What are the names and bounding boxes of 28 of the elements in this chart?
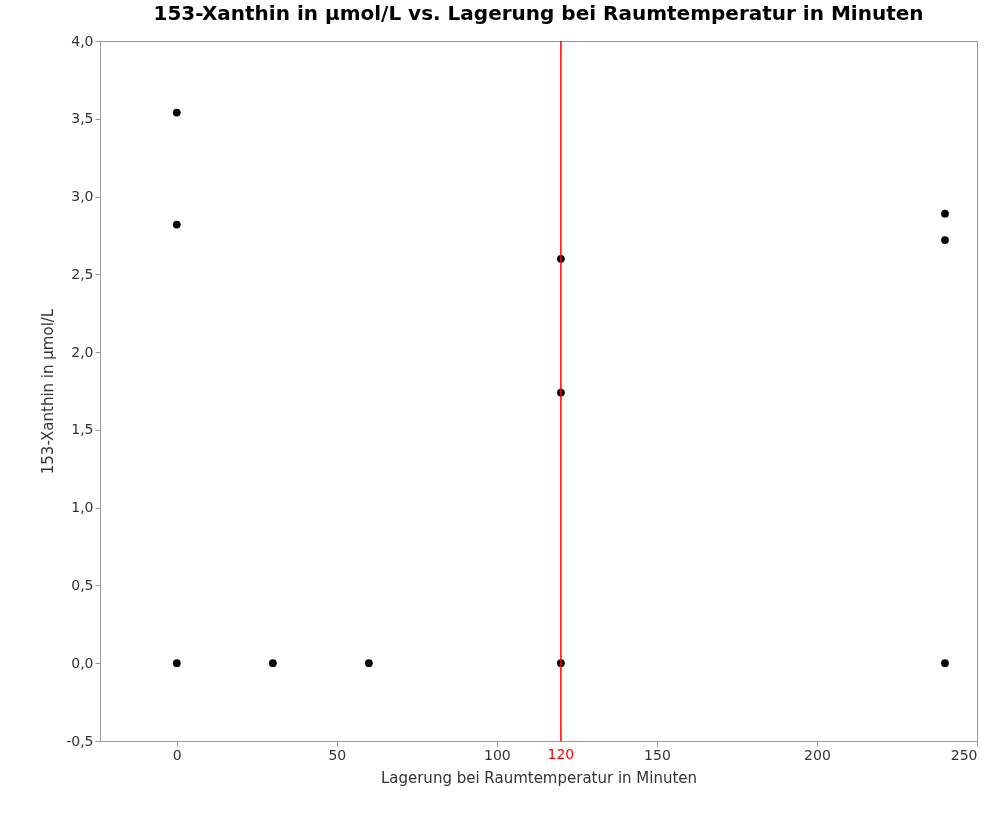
y-tick-label: 0,5 — [71, 576, 94, 593]
x-tick-label: 100 — [484, 746, 511, 763]
x-tick-label: 250 — [950, 746, 978, 763]
x-tick-label: 50 — [328, 746, 347, 763]
y-tick-label: 3,0 — [71, 188, 94, 205]
y-tick-label: 3,5 — [71, 110, 94, 127]
point — [941, 659, 949, 668]
x-tick-label: 150 — [644, 746, 671, 763]
point — [941, 236, 949, 244]
y-tick-label: 2,0 — [71, 343, 94, 360]
y-tick-label: 0,0 — [71, 654, 94, 671]
x-tick-label: 0 — [172, 746, 182, 763]
y-tick-label: 1,5 — [71, 421, 94, 438]
y-tick-label: 4,0 — [71, 32, 94, 49]
point — [172, 659, 181, 668]
point — [268, 659, 277, 668]
chart-title: 153-Xanthin in µmol/L vs. Lagerung bei Raumtemperatur in Minuten — [153, 1, 924, 25]
point — [364, 659, 373, 668]
point — [172, 108, 181, 117]
x-axis-title: Lagerung bei Raumtemperatur in Minuten — [380, 768, 698, 787]
ref-line-label: 120 — [547, 746, 575, 762]
point — [172, 220, 181, 229]
x-tick-label: 200 — [804, 746, 831, 763]
point — [941, 209, 949, 218]
y-tick-label: 2,5 — [71, 265, 94, 282]
y-axis-title: 153-Xanthin in µmol/L — [39, 308, 58, 475]
y-tick-label: 1,0 — [71, 499, 94, 516]
y-tick-label: -0,5 — [66, 732, 94, 749]
